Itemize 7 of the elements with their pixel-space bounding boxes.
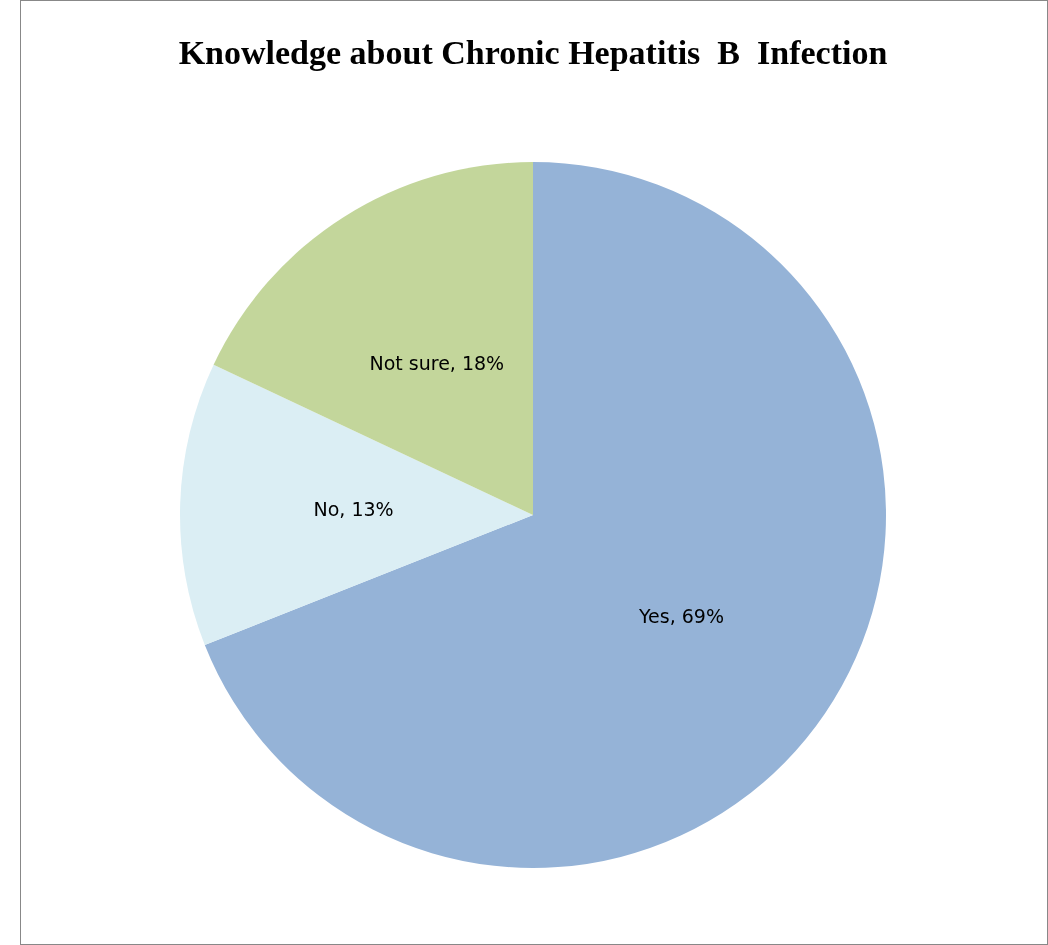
slice-label: Not sure (369, 352, 450, 375)
data-label: , 69% (669, 604, 724, 627)
slice-label: No (313, 498, 340, 521)
slice-label: Yes (637, 604, 670, 627)
data-label: , 13% (339, 498, 394, 521)
chart-title: Knowledge about Chronic Hepatitis B Infection (178, 33, 888, 71)
data-label: , 18% (449, 352, 505, 375)
